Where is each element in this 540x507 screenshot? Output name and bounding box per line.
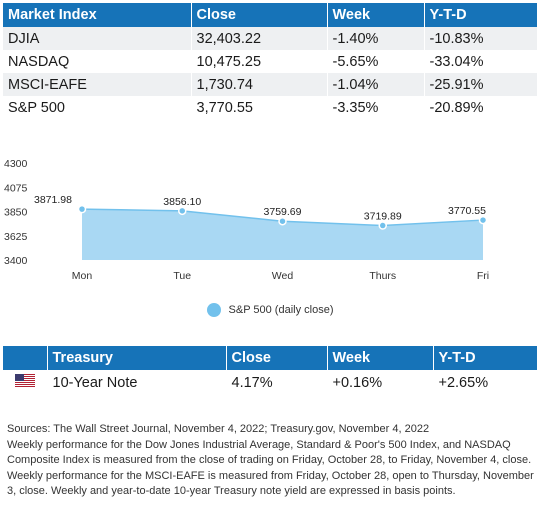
sources-line: Sources: The Wall Street Journal, Novemb…	[7, 423, 430, 435]
header-treasury: Treasury	[47, 346, 227, 370]
index-close: 1,730.74	[191, 73, 328, 96]
index-week: -3.35%	[327, 96, 425, 119]
table-row: DJIA 32,403.22 -1.40% -10.83%	[3, 27, 537, 50]
y-tick-label: 3625	[4, 231, 28, 243]
methodology-note: Weekly performance for the MSCI-EAFE is …	[7, 469, 534, 498]
index-week: -1.40%	[327, 27, 425, 50]
table-row: MSCI-EAFE 1,730.74 -1.04% -25.91%	[3, 73, 537, 96]
header-close: Close	[191, 3, 328, 27]
header-flag-spacer	[3, 346, 48, 370]
market-index-table: Market Index Close Week Y-T-D DJIA 32,40…	[3, 3, 537, 119]
x-tick-label: Wed	[272, 270, 294, 282]
y-tick-label: 4300	[4, 158, 28, 170]
data-label: 3759.69	[264, 206, 302, 218]
data-label: 3856.10	[163, 196, 201, 208]
treasury-header-row: Treasury Close Week Y-T-D	[3, 346, 537, 370]
index-week: -5.65%	[327, 50, 425, 73]
index-close: 3,770.55	[191, 96, 328, 119]
y-tick-label: 3850	[4, 207, 28, 219]
y-tick-label: 3400	[4, 255, 28, 267]
sp500-area-chart: 4300 4075 3850 3625 3400 3871.98 3856.10 3759.…	[4, 158, 489, 282]
index-name: S&P 500	[3, 96, 192, 119]
header-close: Close	[226, 346, 328, 370]
data-point	[278, 216, 287, 226]
treasury-ytd: +2.65%	[433, 370, 537, 395]
treasury-name: 10-Year Note	[47, 370, 227, 395]
index-close: 10,475.25	[191, 50, 328, 73]
y-axis: 4300 4075 3850 3625 3400	[4, 158, 28, 267]
header-ytd: Y-T-D	[424, 3, 537, 27]
series-area	[82, 209, 483, 260]
sources-notes: Sources: The Wall Street Journal, Novemb…	[7, 422, 535, 500]
index-ytd: -20.89%	[424, 96, 537, 119]
header-ytd: Y-T-D	[433, 346, 537, 370]
index-ytd: -10.83%	[424, 27, 537, 50]
header-market-index: Market Index	[3, 3, 192, 27]
table-row: S&P 500 3,770.55 -3.35% -20.89%	[3, 96, 537, 119]
table-row: 10-Year Note 4.17% +0.16% +2.65%	[3, 370, 537, 395]
us-flag-icon	[14, 374, 35, 387]
treasury-close: 4.17%	[226, 370, 328, 395]
index-name: DJIA	[3, 27, 192, 50]
methodology-note: Weekly performance for the Dow Jones Ind…	[7, 438, 532, 467]
x-tick-label: Tue	[173, 270, 191, 282]
header-week: Week	[327, 346, 434, 370]
index-ytd: -25.91%	[424, 73, 537, 96]
x-tick-label: Fri	[477, 270, 489, 282]
data-label: 3770.55	[448, 205, 486, 217]
legend-marker-icon	[206, 303, 221, 317]
data-point	[178, 206, 187, 216]
treasury-table: Treasury Close Week Y-T-D 10-	[3, 346, 537, 395]
data-point	[378, 221, 387, 230]
data-point	[77, 204, 87, 214]
plot-area: 3871.98 3856.10 3759.69 3719.89 3770.55	[34, 194, 488, 260]
index-week: -1.04%	[327, 73, 425, 96]
data-point	[478, 215, 488, 225]
treasury-week: +0.16%	[327, 370, 434, 395]
index-name: NASDAQ	[3, 50, 192, 73]
index-name: MSCI-EAFE	[3, 73, 192, 96]
index-close: 32,403.22	[191, 27, 328, 50]
x-tick-label: Mon	[72, 270, 93, 282]
table-row: NASDAQ 10,475.25 -5.65% -33.04%	[3, 50, 537, 73]
header-week: Week	[327, 3, 425, 27]
market-header-row: Market Index Close Week Y-T-D	[3, 3, 537, 27]
x-tick-label: Thurs	[369, 270, 396, 282]
flag-cell	[3, 370, 48, 395]
x-axis: Mon Tue Wed Thurs Fri	[72, 270, 489, 282]
index-ytd: -33.04%	[424, 50, 537, 73]
chart-legend: S&P 500 (daily close)	[0, 298, 540, 322]
data-label: 3719.89	[364, 211, 402, 223]
legend-label: S&P 500 (daily close)	[228, 304, 334, 316]
y-tick-label: 4075	[4, 182, 28, 194]
data-label: 3871.98	[34, 194, 72, 206]
